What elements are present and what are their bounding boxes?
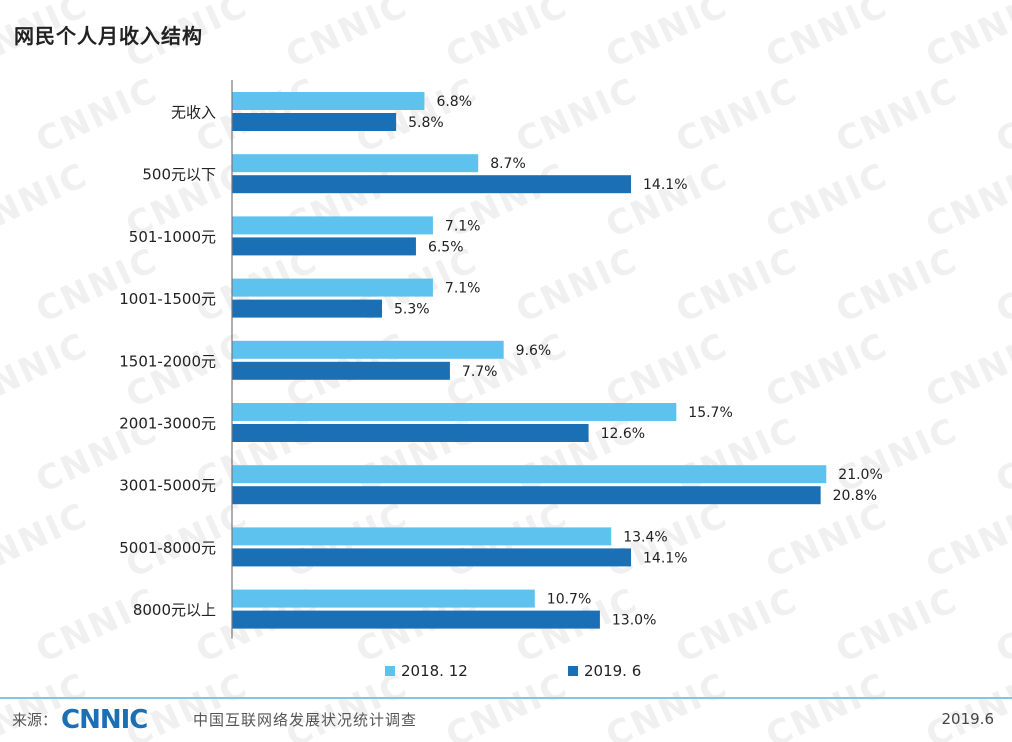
bar-2019-6	[232, 548, 632, 567]
data-label: 15.7%	[688, 405, 732, 421]
data-label: 5.8%	[408, 115, 444, 131]
category-label: 无收入	[171, 104, 216, 122]
data-label: 10.7%	[547, 592, 591, 608]
category-label: 5001-8000元	[119, 539, 216, 557]
category-label: 3001-5000元	[119, 477, 216, 495]
data-label: 13.0%	[612, 613, 656, 629]
category-label: 500元以下	[142, 166, 216, 184]
legend-2018-12-label: 2018. 12	[401, 662, 468, 680]
bar-2019-6	[232, 610, 600, 629]
bar-2018-12	[232, 589, 535, 608]
category-label: 1001-1500元	[119, 290, 216, 308]
bar-2019-6	[232, 486, 821, 505]
category-label: 1501-2000元	[119, 352, 216, 370]
bar-2018-12	[232, 92, 425, 110]
svg-text:CNNIC: CNNIC	[61, 706, 147, 732]
legend-2018-12-swatch	[385, 666, 395, 676]
bar-2018-12	[232, 278, 433, 297]
bar-2018-12	[232, 403, 677, 421]
data-label: 8.7%	[490, 156, 526, 172]
chart-title: 网民个人月收入结构	[14, 24, 203, 48]
bar-2019-6	[232, 361, 450, 380]
legend-2019-6-label: 2019. 6	[584, 662, 641, 680]
data-label: 14.1%	[643, 550, 687, 566]
bar-2019-6	[232, 424, 589, 442]
data-label: 5.3%	[394, 302, 430, 318]
publish-date: 2019.6	[941, 710, 995, 728]
cnnic-logo: CNNIC	[61, 706, 189, 732]
data-label: 7.1%	[445, 218, 481, 234]
bar-2019-6	[232, 113, 397, 131]
bar-2019-6	[232, 299, 382, 318]
data-label: 14.1%	[643, 177, 687, 193]
footer-source: 来源： CNNIC 中国互联网络发展状况统计调查	[12, 706, 417, 732]
data-label: 7.7%	[462, 364, 498, 380]
bar-2018-12	[232, 465, 827, 484]
bar-2018-12	[232, 340, 504, 359]
bar-2019-6	[232, 175, 632, 194]
source-label: 来源：	[12, 710, 58, 729]
data-label: 21.0%	[838, 467, 882, 483]
data-label: 9.6%	[516, 343, 552, 359]
data-label: 6.8%	[436, 94, 472, 110]
legend-2019-6-swatch	[568, 666, 578, 676]
category-label: 8000元以上	[133, 601, 216, 619]
category-label: 2001-3000元	[119, 415, 216, 433]
footer-divider	[0, 697, 1012, 699]
bar-2018-12	[232, 527, 612, 546]
data-label: 7.1%	[445, 281, 481, 297]
bar-2018-12	[232, 154, 479, 173]
bar-2019-6	[232, 237, 416, 256]
data-label: 12.6%	[601, 426, 645, 442]
bar-2018-12	[232, 216, 433, 235]
category-label: 501-1000元	[129, 228, 216, 246]
source-organization: 中国互联网络发展状况统计调查	[193, 710, 418, 729]
data-label: 13.4%	[623, 529, 667, 545]
data-label: 6.5%	[428, 239, 464, 255]
data-label: 20.8%	[833, 488, 877, 504]
